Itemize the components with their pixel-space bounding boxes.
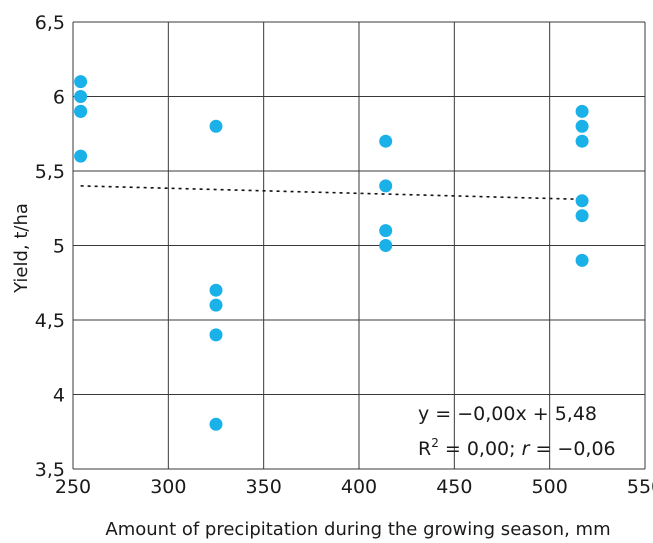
y-axis-title: Yield, t/ha: [11, 203, 32, 294]
r2-superscript: 2: [431, 436, 439, 450]
x-axis-title: Amount of precipitation during the growi…: [105, 519, 610, 540]
x-tick-label: 250: [55, 476, 91, 498]
data-point: [379, 179, 393, 193]
data-point: [575, 253, 589, 267]
data-point: [74, 75, 88, 89]
x-tick-labels: 250 300 350 400 450 500 550: [55, 476, 653, 498]
data-point: [575, 104, 589, 118]
data-points: [74, 75, 589, 431]
grid: [72, 21, 646, 470]
y-tick-label: 5: [53, 236, 65, 258]
x-tick-label: 300: [150, 476, 186, 498]
data-point: [575, 119, 589, 133]
data-point: [209, 328, 223, 342]
regression-stats: R2 = 0,00; r = −0,06: [418, 436, 616, 460]
y-tick-label: 4: [53, 385, 65, 407]
r2-label: R: [418, 438, 431, 460]
data-point: [74, 90, 88, 103]
regression-annotation: y = −0,00x + 5,48 R2 = 0,00; r = −0,06: [418, 403, 616, 460]
data-point: [209, 417, 223, 431]
x-tick-label: 350: [246, 476, 282, 498]
regression-equation: y = −0,00x + 5,48: [418, 403, 597, 425]
y-tick-label: 5,5: [35, 161, 65, 183]
trendline: [80, 185, 583, 201]
y-tick-label: 4,5: [35, 310, 65, 332]
data-point: [74, 104, 88, 118]
data-point: [209, 119, 223, 133]
x-tick-label: 550: [627, 476, 653, 498]
r-value: = −0,06: [529, 438, 615, 460]
x-tick-label: 450: [436, 476, 472, 498]
y-tick-label: 6: [53, 87, 65, 109]
data-point: [209, 298, 223, 312]
y-tick-label: 6,5: [35, 12, 65, 34]
y-tick-label: 3,5: [35, 459, 65, 481]
data-point: [575, 209, 589, 223]
data-point: [379, 224, 393, 238]
y-tick-labels: 3,5 4 4,5 5 5,5 6 6,5: [35, 12, 65, 481]
x-tick-label: 500: [532, 476, 568, 498]
data-point: [74, 149, 88, 163]
r2-value: = 0,00;: [439, 438, 522, 460]
data-point: [575, 134, 589, 148]
trendline-layer: [80, 185, 583, 201]
data-point: [379, 134, 393, 148]
data-point: [575, 194, 589, 208]
data-point: [209, 283, 223, 297]
data-point: [379, 239, 393, 252]
x-tick-label: 400: [341, 476, 377, 498]
r-label: r: [522, 438, 531, 460]
